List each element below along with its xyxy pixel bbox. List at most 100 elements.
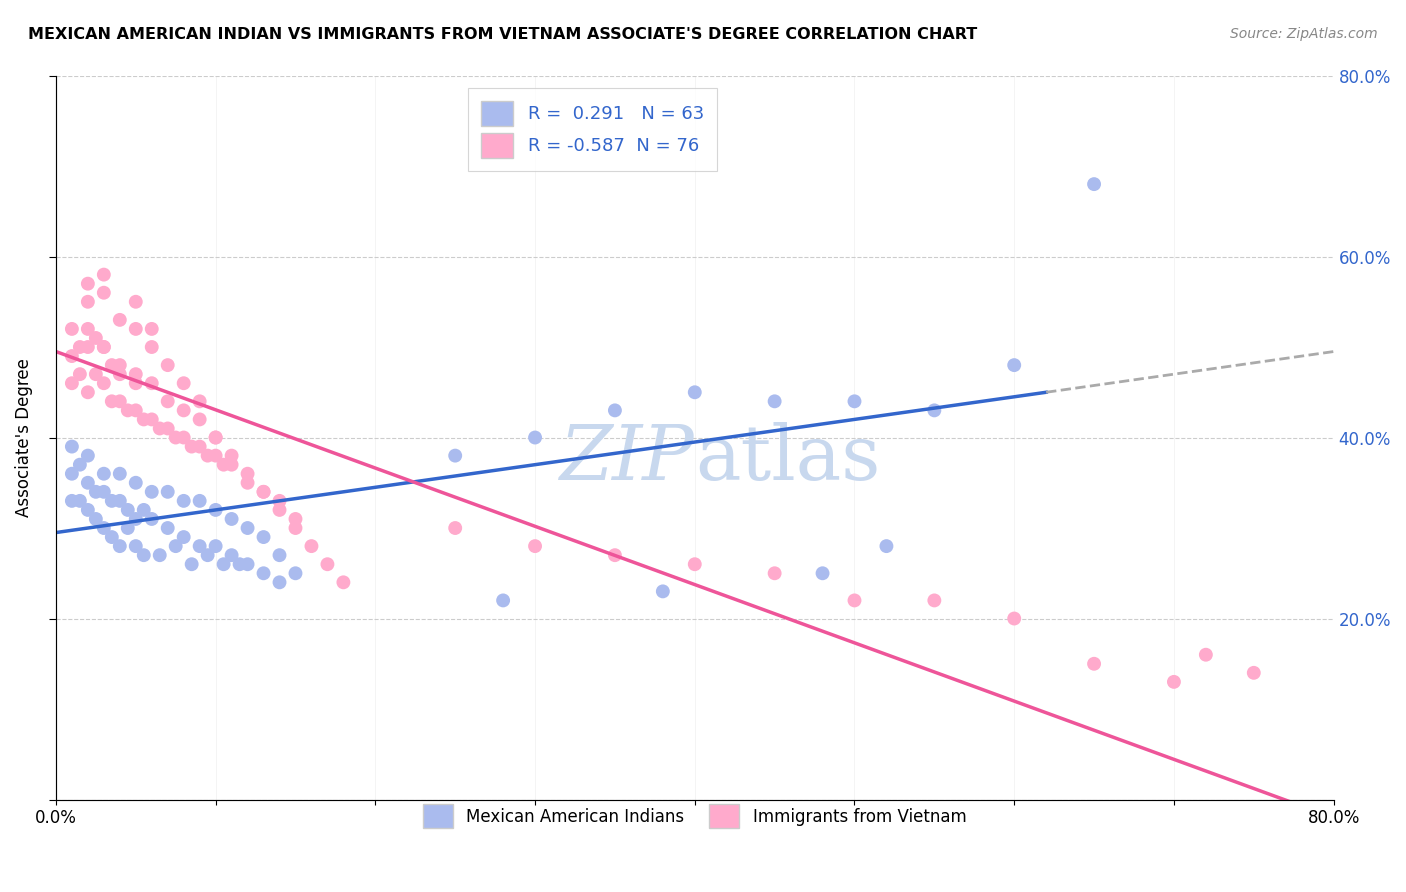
Point	[156, 484, 179, 499]
Point	[84, 367, 107, 381]
Point	[141, 484, 163, 499]
Point	[204, 430, 226, 444]
Point	[1243, 665, 1265, 680]
Point	[173, 430, 195, 444]
Point	[1195, 648, 1218, 662]
Point	[252, 530, 274, 544]
Text: Source: ZipAtlas.com: Source: ZipAtlas.com	[1230, 27, 1378, 41]
Point	[60, 494, 83, 508]
Point	[221, 449, 243, 463]
Point	[60, 349, 83, 363]
Point	[108, 358, 131, 372]
Point	[603, 548, 626, 562]
Point	[125, 294, 148, 309]
Point	[125, 539, 148, 553]
Point	[125, 403, 148, 417]
Point	[269, 575, 291, 590]
Point	[125, 512, 148, 526]
Point	[108, 313, 131, 327]
Point	[173, 403, 195, 417]
Point	[156, 394, 179, 409]
Point	[141, 412, 163, 426]
Point	[188, 412, 211, 426]
Point	[180, 558, 202, 572]
Point	[93, 340, 115, 354]
Point	[236, 521, 259, 535]
Point	[316, 558, 339, 572]
Point	[76, 475, 98, 490]
Point	[156, 358, 179, 372]
Text: atlas: atlas	[695, 422, 880, 496]
Point	[1002, 358, 1025, 372]
Point	[141, 322, 163, 336]
Point	[1083, 177, 1105, 191]
Point	[301, 539, 323, 553]
Point	[60, 440, 83, 454]
Point	[93, 285, 115, 300]
Point	[93, 521, 115, 535]
Point	[156, 521, 179, 535]
Point	[69, 494, 91, 508]
Point	[683, 385, 706, 400]
Point	[651, 584, 673, 599]
Point	[149, 548, 172, 562]
Point	[284, 566, 307, 581]
Point	[84, 512, 107, 526]
Point	[228, 558, 250, 572]
Point	[924, 403, 946, 417]
Point	[603, 403, 626, 417]
Point	[132, 503, 155, 517]
Point	[180, 440, 202, 454]
Point	[221, 512, 243, 526]
Point	[93, 376, 115, 391]
Point	[252, 484, 274, 499]
Point	[93, 467, 115, 481]
Point	[101, 394, 124, 409]
Point	[844, 593, 866, 607]
Point	[212, 558, 235, 572]
Point	[204, 430, 226, 444]
Point	[76, 503, 98, 517]
Point	[76, 277, 98, 291]
Point	[60, 322, 83, 336]
Point	[125, 322, 148, 336]
Point	[117, 403, 139, 417]
Point	[332, 575, 354, 590]
Point	[236, 558, 259, 572]
Point	[444, 521, 467, 535]
Point	[221, 458, 243, 472]
Point	[84, 484, 107, 499]
Point	[132, 548, 155, 562]
Text: MEXICAN AMERICAN INDIAN VS IMMIGRANTS FROM VIETNAM ASSOCIATE'S DEGREE CORRELATIO: MEXICAN AMERICAN INDIAN VS IMMIGRANTS FR…	[28, 27, 977, 42]
Point	[204, 503, 226, 517]
Point	[212, 458, 235, 472]
Point	[1083, 657, 1105, 671]
Point	[924, 593, 946, 607]
Point	[141, 512, 163, 526]
Point	[101, 494, 124, 508]
Point	[141, 340, 163, 354]
Point	[524, 430, 547, 444]
Point	[236, 475, 259, 490]
Point	[93, 268, 115, 282]
Point	[117, 503, 139, 517]
Point	[76, 340, 98, 354]
Point	[108, 394, 131, 409]
Point	[93, 484, 115, 499]
Point	[1163, 674, 1185, 689]
Point	[197, 449, 219, 463]
Point	[173, 494, 195, 508]
Point	[188, 394, 211, 409]
Point	[269, 494, 291, 508]
Point	[188, 539, 211, 553]
Point	[69, 367, 91, 381]
Point	[252, 484, 274, 499]
Point	[60, 376, 83, 391]
Point	[149, 421, 172, 435]
Point	[69, 340, 91, 354]
Point	[93, 340, 115, 354]
Point	[108, 467, 131, 481]
Point	[252, 566, 274, 581]
Point	[173, 530, 195, 544]
Point	[188, 440, 211, 454]
